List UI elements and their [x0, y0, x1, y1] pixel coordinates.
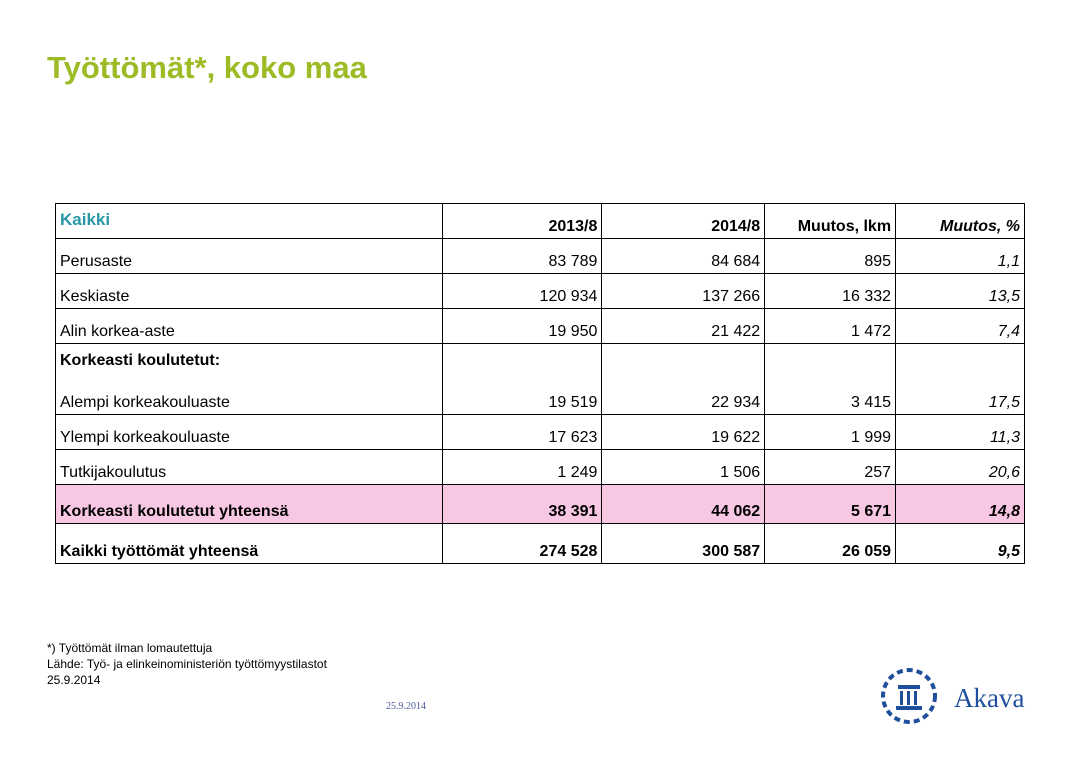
- table-cell: 257: [764, 449, 897, 485]
- table-row: Perusaste 83 789 84 684 895 1,1: [55, 238, 1025, 274]
- table-cell: 20,6: [895, 449, 1025, 485]
- table-cell: 895: [764, 238, 897, 274]
- table-cell: Keskiaste: [55, 273, 443, 309]
- footnote: Lähde: Työ- ja elinkeinoministeriön työt…: [47, 657, 327, 671]
- date: 25.9.2014: [386, 701, 426, 712]
- table-row: Alin korkea-aste 19 950 21 422 1 472 7,4: [55, 308, 1025, 344]
- footnotes: *) Työttömät ilman lomautettuja Lähde: Ty…: [47, 640, 327, 688]
- table-cell: Kaikki työttömät yhteensä: [55, 523, 443, 564]
- table-cell: 1,1: [895, 238, 1025, 274]
- table-cell: 1 472: [764, 308, 897, 344]
- table-cell: 274 528: [441, 523, 603, 564]
- table-cell: 19 950: [441, 308, 603, 344]
- table-cell: Korkeasti koulutetut yhteensä: [55, 484, 443, 524]
- table-row: Alempi korkeakouluaste 19 519 22 934 3 415 1…: [55, 380, 1025, 415]
- table-cell: 1 249: [441, 449, 603, 485]
- table-row: Keskiaste 120 934 137 266 16 332 13,5: [55, 273, 1025, 309]
- table-cell: 5 671: [764, 484, 897, 524]
- column-header: Kaikki: [55, 203, 443, 239]
- table-cell: 83 789: [441, 238, 603, 274]
- logo-text: Akava: [954, 683, 1024, 713]
- table-cell: 16 332: [764, 273, 897, 309]
- header-row: Kaikki 2013/8 2014/8 Muutos, lkm Muutos, %: [55, 203, 1025, 239]
- table-cell: 14,8: [895, 484, 1025, 524]
- table-cell: 84 684: [601, 238, 766, 274]
- footnote: 25.9.2014: [47, 673, 101, 687]
- table-cell: 9,5: [895, 523, 1025, 564]
- table-cell: 26 059: [764, 523, 897, 564]
- table-cell: 17,5: [895, 380, 1025, 415]
- table-cell: 21 422: [601, 308, 766, 344]
- table-cell: Alempi korkeakouluaste: [55, 380, 443, 415]
- footnote: *) Työttömät ilman lomautettuja: [47, 641, 213, 655]
- table-cell: Tutkijakoulutus: [55, 449, 443, 485]
- table-cell: 1 999: [764, 414, 897, 450]
- table-row: Ylempi korkeakouluaste 17 623 19 622 1 999 1…: [55, 414, 1025, 450]
- data-table: Kaikki 2013/8 2014/8 Muutos, lkm Muutos, % P…: [55, 203, 1025, 564]
- table-cell: 19 519: [441, 380, 603, 415]
- table-cell: Alin korkea-aste: [55, 308, 443, 344]
- table-cell: 44 062: [601, 484, 766, 524]
- table-cell: Ylempi korkeakouluaste: [55, 414, 443, 450]
- table-cell: 19 622: [601, 414, 766, 450]
- empty-cell: [895, 343, 1025, 380]
- table-row: Kaikki työttömät yhteensä 274 528 300 587 2…: [55, 523, 1025, 564]
- logo: Akava: [881, 668, 1024, 724]
- table-cell: 137 266: [601, 273, 766, 309]
- column-header: 2014/8: [601, 203, 766, 239]
- table-cell: Korkeasti koulutetut:: [55, 343, 443, 380]
- title: Työttömät*, koko maa: [47, 50, 367, 85]
- table-cell: 22 934: [601, 380, 766, 415]
- table-cell: 3 415: [764, 380, 897, 415]
- table-cell: Perusaste: [55, 238, 443, 274]
- column-header: 2013/8: [441, 203, 603, 239]
- table-cell: 1 506: [601, 449, 766, 485]
- empty-cell: [441, 343, 603, 380]
- table-row: Tutkijakoulutus 1 249 1 506 257 20,6: [55, 449, 1025, 485]
- table-cell: 17 623: [441, 414, 603, 450]
- table-cell: 120 934: [441, 273, 603, 309]
- table-cell: 7,4: [895, 308, 1025, 344]
- table-row: Korkeasti koulutetut yhteensä 38 391 44 06…: [55, 484, 1025, 524]
- empty-cell: [601, 343, 766, 380]
- table-cell: 11,3: [895, 414, 1025, 450]
- table-cell: 38 391: [441, 484, 603, 524]
- table-cell: 300 587: [601, 523, 766, 564]
- table-cell: 13,5: [895, 273, 1025, 309]
- empty-cell: [764, 343, 897, 380]
- column-header: Muutos, %: [895, 203, 1025, 239]
- table-row: Korkeasti koulutetut:: [55, 343, 1025, 380]
- column-header: Muutos, lkm: [764, 203, 897, 239]
